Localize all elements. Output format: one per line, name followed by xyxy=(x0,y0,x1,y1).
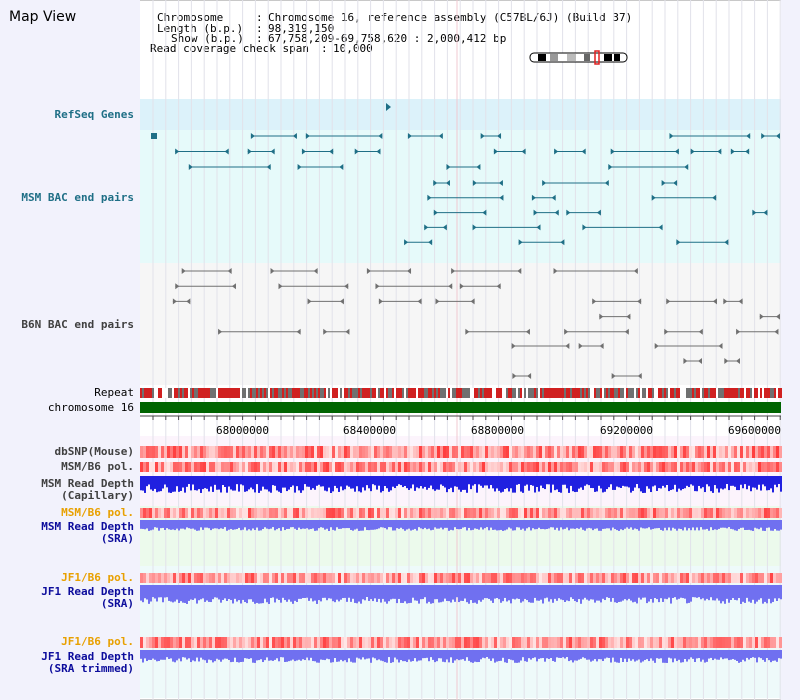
info-coverage-value: 10,000 xyxy=(333,42,373,55)
info-show-sep: : xyxy=(256,32,263,45)
track-label-dbsnp: dbSNP(Mouse) xyxy=(54,445,134,458)
axis-tick-label: 68000000 xyxy=(216,424,269,437)
right-margin-strip xyxy=(781,0,800,700)
track-label-jf1-depth-trimmed-sub: (SRA trimmed) xyxy=(47,662,134,675)
track-label-jf1-depth-sra: JF1 Read Depth xyxy=(41,585,134,598)
track-label-msm-bac-end-pairs: MSM BAC end pairs xyxy=(21,191,134,204)
track-label-b6n-bac-end-pairs: B6N BAC end pairs xyxy=(21,318,134,331)
chromosome-ideogram[interactable] xyxy=(529,50,628,65)
info-show-key: Show (b.p.) xyxy=(171,32,244,45)
track-label-jf1-b6-pol: JF1/B6 pol. xyxy=(61,571,134,584)
info-length-sep: : xyxy=(256,22,263,35)
chromosome-bar xyxy=(140,402,781,413)
refseq-gene-start xyxy=(151,133,157,139)
axis-tick-label: 68800000 xyxy=(471,424,524,437)
track-label-msm-depth-sra: MSM Read Depth xyxy=(41,520,134,533)
track-label-jf1-b6-pol-2: JF1/B6 pol. xyxy=(61,635,134,648)
track-label-jf1-depth-trimmed: JF1 Read Depth xyxy=(41,650,134,663)
info-chromosome-sep: : xyxy=(256,11,263,24)
track-label-sidebar xyxy=(0,0,140,700)
info-length-value: 98,319,150 xyxy=(268,22,335,35)
axis-tick-label: 68400000 xyxy=(343,424,396,437)
info-chromosome-key: Chromosome xyxy=(157,11,224,24)
track-label-msm-depth-capillary: MSM Read Depth xyxy=(41,477,134,490)
axis-tick-label: 69600000 xyxy=(728,424,781,437)
info-coverage-key: Read coverage check span xyxy=(150,42,309,55)
refseq-marker xyxy=(386,103,391,111)
track-label-repeat: Repeat xyxy=(94,386,134,399)
info-length-key: Length (b.p.) xyxy=(157,22,244,35)
axis-tick-label: 69200000 xyxy=(600,424,653,437)
info-coverage-sep: : xyxy=(321,42,328,55)
track-label-msm-b6-pol: MSM/B6 pol. xyxy=(61,460,134,473)
track-label-refseq-genes: RefSeq Genes xyxy=(54,108,134,121)
track-label-msm-depth-capillary-sub: (Capillary) xyxy=(61,489,134,502)
page-title: Map View xyxy=(9,9,77,25)
track-label-jf1-depth-sra-sub: (SRA) xyxy=(100,597,134,610)
track-label-chromosome: chromosome 16 xyxy=(47,401,134,414)
track-label-msm-depth-sra-sub: (SRA) xyxy=(100,532,134,545)
track-label-msm-b6-pol-2: MSM/B6 pol. xyxy=(61,506,134,519)
ideogram-position-marker xyxy=(594,50,600,65)
